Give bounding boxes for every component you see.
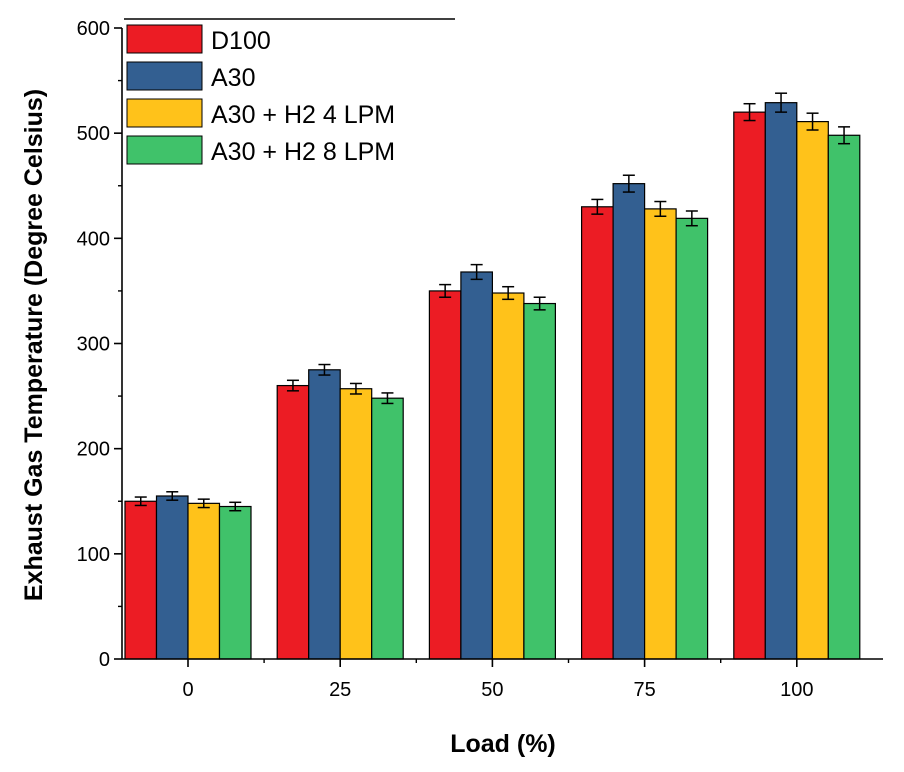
bar-a30-h2-4-lpm-50 <box>491 292 525 660</box>
bar-a30-50 <box>460 271 493 660</box>
bar-a30-h2-8-lpm-75 <box>675 217 709 660</box>
bar-a30-h2-4-lpm-0 <box>187 502 221 660</box>
bar-d100-75 <box>580 206 614 660</box>
bar-d100-0 <box>124 500 158 660</box>
x-tick-label: 100 <box>780 679 813 701</box>
legend-swatch <box>126 61 203 91</box>
y-tick-label: 200 <box>77 439 110 461</box>
bar-a30-25 <box>308 369 341 660</box>
x-tick-label: 25 <box>329 679 351 701</box>
bar-a30-h2-8-lpm-0 <box>218 505 252 660</box>
legend-swatch <box>126 98 203 128</box>
bar-a30-100 <box>764 102 798 660</box>
legend-swatch <box>126 135 203 165</box>
bar-a30-75 <box>612 183 646 660</box>
x-tick-label: 0 <box>182 679 193 701</box>
y-axis-title: Exhaust Gas Temperature (Degree Celsius) <box>20 89 48 601</box>
bar-a30-h2-8-lpm-50 <box>523 302 557 660</box>
x-tick-label: 50 <box>481 679 503 701</box>
legend-label: A30 <box>211 64 255 92</box>
bar-a30-h2-4-lpm-75 <box>643 208 677 660</box>
y-tick-label: 100 <box>77 544 110 566</box>
bar-d100-25 <box>276 384 310 660</box>
legend-label: D100 <box>211 27 271 55</box>
bar-d100-100 <box>733 111 766 660</box>
y-tick-label: 400 <box>77 228 110 250</box>
x-tick-label: 75 <box>633 679 655 701</box>
bar-a30-h2-8-lpm-25 <box>371 397 404 660</box>
x-axis-title: Load (%) <box>450 730 556 758</box>
legend-label: A30 + H2 4 LPM <box>211 101 395 129</box>
y-tick-label: 0 <box>99 649 110 671</box>
y-tick-label: 600 <box>77 18 110 40</box>
bar-d100-50 <box>428 290 462 660</box>
legend-label: A30 + H2 8 LPM <box>211 138 395 166</box>
bar-a30-h2-8-lpm-100 <box>827 134 861 660</box>
bar-a30-0 <box>155 495 189 660</box>
bar-a30-h2-4-lpm-100 <box>796 120 829 660</box>
y-tick-label: 500 <box>77 123 110 145</box>
y-tick-label: 300 <box>77 334 110 356</box>
legend-swatch <box>126 24 203 54</box>
bar-a30-h2-4-lpm-25 <box>339 388 373 660</box>
